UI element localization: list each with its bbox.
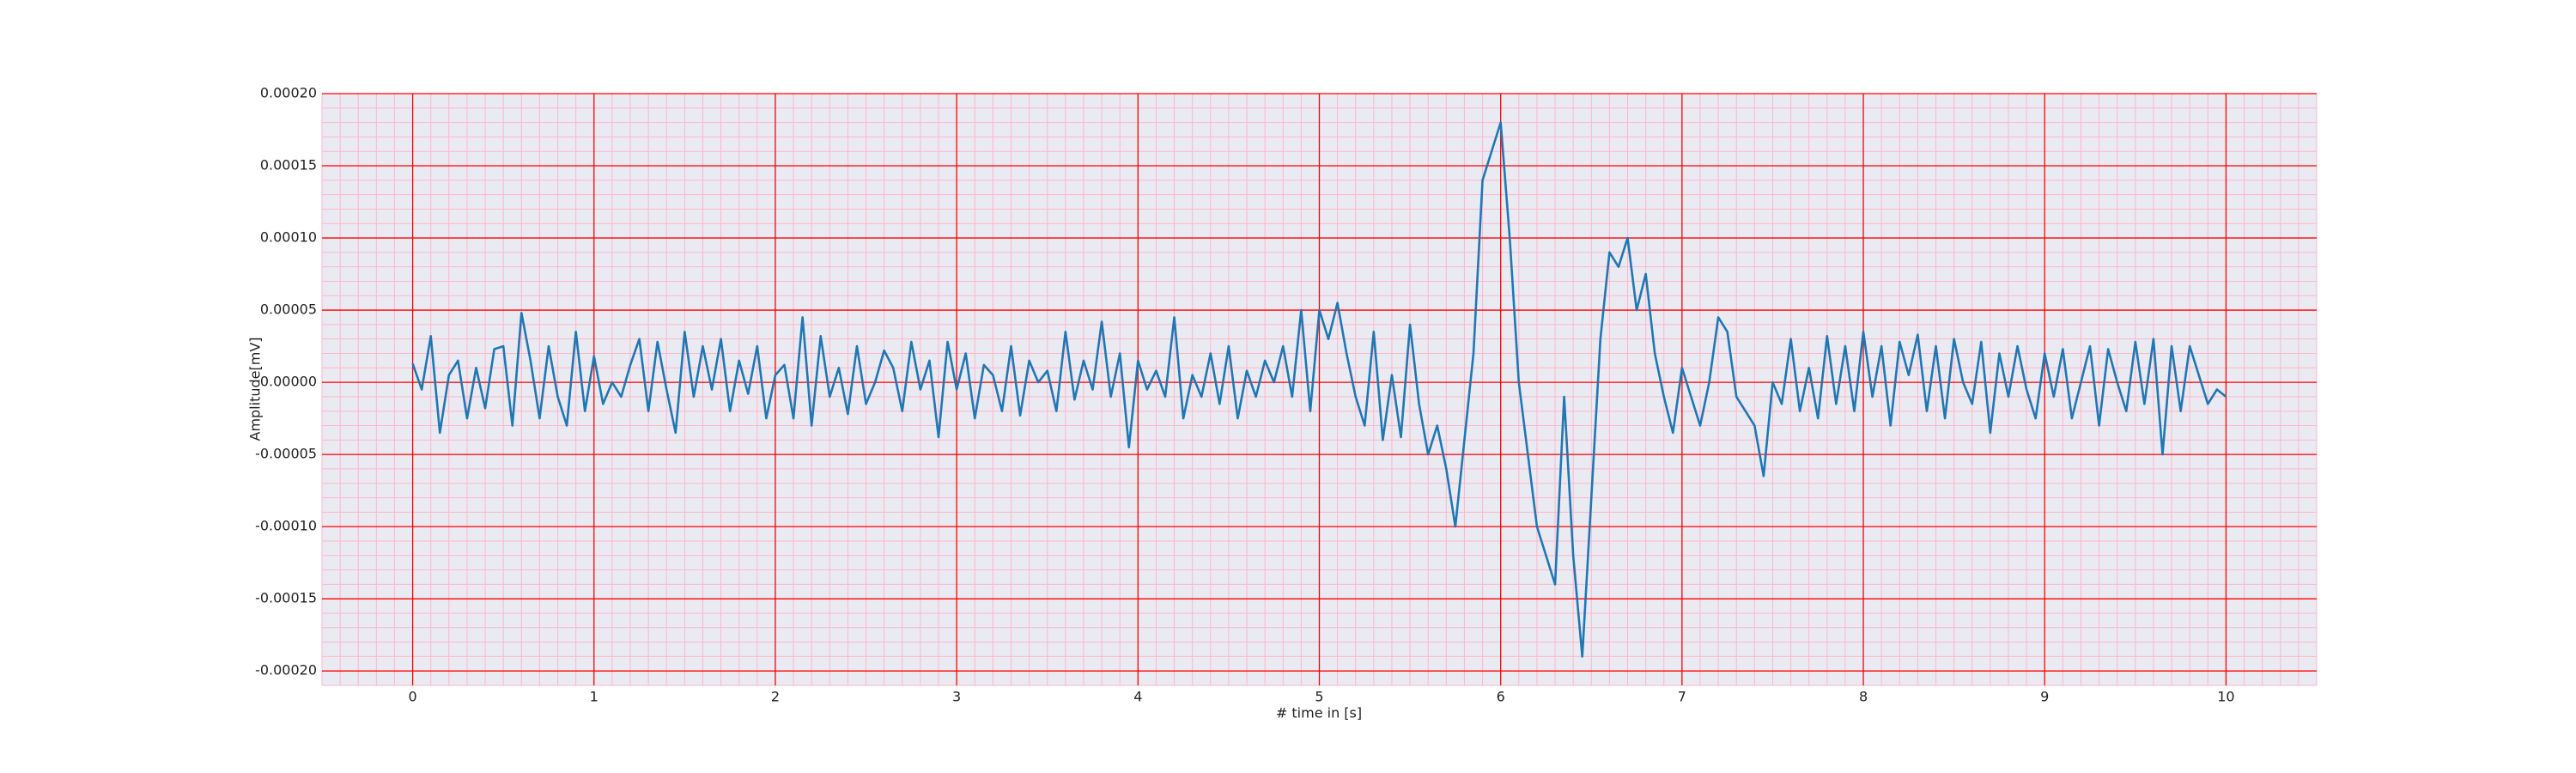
x-tick-label: 5 <box>1315 689 1323 705</box>
x-tick-label: 2 <box>771 689 780 705</box>
y-tick-label: -0.00015 <box>255 590 317 606</box>
y-tick-label: -0.00005 <box>255 446 317 462</box>
signal-line <box>411 121 2227 658</box>
y-tick-label: -0.00020 <box>255 662 317 679</box>
x-tick-label: 6 <box>1497 689 1505 705</box>
x-tick-label: 0 <box>408 689 416 705</box>
y-tick-label: 0.00020 <box>260 85 317 101</box>
x-tick-label: 9 <box>2040 689 2049 705</box>
x-axis-label: # time in [s] <box>1276 705 1362 721</box>
x-tick-label: 1 <box>590 689 598 705</box>
x-tick-label: 7 <box>1678 689 1686 705</box>
y-tick-label: 0.00010 <box>260 229 317 246</box>
y-tick-label: -0.00010 <box>255 518 317 534</box>
y-tick-label: 0.00000 <box>260 374 317 390</box>
y-tick-label: 0.00005 <box>260 301 317 318</box>
x-tick-label: 3 <box>952 689 961 705</box>
y-axis-label: Amplitude[mV] <box>247 337 264 441</box>
x-tick-label: 10 <box>2217 689 2234 705</box>
x-tick-label: 8 <box>1859 689 1868 705</box>
y-tick-label: 0.00015 <box>260 157 317 173</box>
x-tick-label: 4 <box>1133 689 1142 705</box>
